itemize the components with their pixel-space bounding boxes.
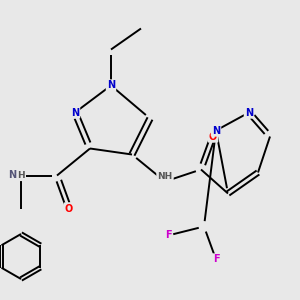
Text: N: N	[212, 125, 220, 136]
Text: F: F	[165, 230, 171, 241]
Text: O: O	[209, 131, 217, 142]
Text: H: H	[17, 171, 25, 180]
Text: F: F	[213, 254, 219, 265]
Text: N: N	[8, 170, 17, 180]
Text: N: N	[71, 107, 79, 118]
Text: N: N	[107, 80, 115, 91]
Text: NH: NH	[158, 172, 172, 182]
Text: O: O	[65, 203, 73, 214]
Text: N: N	[245, 107, 253, 118]
